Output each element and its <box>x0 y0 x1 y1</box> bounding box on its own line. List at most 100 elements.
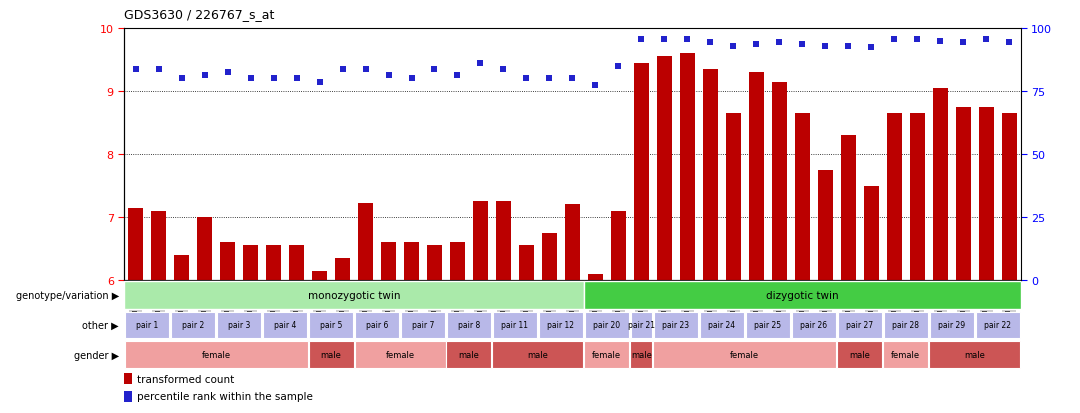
Text: pair 5: pair 5 <box>320 320 342 330</box>
Bar <box>584 342 630 368</box>
Bar <box>1001 114 1016 280</box>
Bar <box>289 246 305 280</box>
Text: dizygotic twin: dizygotic twin <box>766 290 838 300</box>
Bar <box>220 243 235 280</box>
Text: pair 8: pair 8 <box>458 320 481 330</box>
Bar <box>584 282 1021 309</box>
Bar <box>653 342 836 368</box>
Bar <box>565 205 580 280</box>
Point <box>541 76 558 83</box>
Point <box>311 79 328 85</box>
Bar <box>124 374 132 385</box>
Text: male: male <box>459 350 480 359</box>
Bar <box>496 202 511 280</box>
Point <box>242 76 259 83</box>
Bar <box>883 342 928 368</box>
Text: pair 21: pair 21 <box>627 320 654 330</box>
Point <box>839 43 856 50</box>
Text: pair 6: pair 6 <box>366 320 388 330</box>
Point <box>886 37 903 43</box>
Point <box>288 76 306 83</box>
Bar <box>631 342 652 368</box>
Point <box>586 82 604 89</box>
Text: transformed count: transformed count <box>137 374 234 384</box>
Bar <box>745 312 789 338</box>
Bar <box>631 312 652 338</box>
Point <box>495 66 512 73</box>
Point <box>702 39 719 46</box>
Point <box>932 38 949 45</box>
Bar <box>700 312 744 338</box>
Point <box>610 63 627 70</box>
Point <box>472 60 489 67</box>
Point <box>265 76 282 83</box>
Bar <box>634 64 649 280</box>
Bar <box>909 114 924 280</box>
Point <box>747 41 765 48</box>
Text: male: male <box>631 350 652 359</box>
Text: male: male <box>964 350 985 359</box>
Text: pair 26: pair 26 <box>800 320 827 330</box>
Bar <box>129 208 144 280</box>
Point <box>426 66 443 73</box>
Text: pair 29: pair 29 <box>939 320 966 330</box>
Point <box>678 37 696 43</box>
Bar <box>404 243 419 280</box>
Bar <box>542 233 557 280</box>
Bar <box>726 114 741 280</box>
Bar <box>703 70 718 280</box>
Bar <box>930 312 974 338</box>
Bar <box>956 107 971 280</box>
Bar <box>174 255 189 280</box>
Bar <box>818 171 833 280</box>
Bar <box>124 342 308 368</box>
Text: male: male <box>321 350 341 359</box>
Text: other ▶: other ▶ <box>82 320 119 330</box>
Text: genotype/variation ▶: genotype/variation ▶ <box>15 290 119 300</box>
Bar <box>446 342 491 368</box>
Bar <box>359 204 373 280</box>
Point <box>656 37 673 43</box>
Bar <box>838 312 881 338</box>
Bar <box>124 391 132 402</box>
Point <box>564 76 581 83</box>
Text: pair 20: pair 20 <box>593 320 620 330</box>
Text: male: male <box>849 350 870 359</box>
Bar <box>840 136 855 280</box>
Point <box>863 45 880 51</box>
Point <box>334 66 351 73</box>
Bar <box>266 246 281 280</box>
Bar <box>125 312 170 338</box>
Bar <box>748 73 764 280</box>
Bar <box>492 312 537 338</box>
Bar <box>929 342 1021 368</box>
Bar <box>354 342 446 368</box>
Text: pair 4: pair 4 <box>274 320 296 330</box>
Bar <box>792 312 836 338</box>
Text: pair 28: pair 28 <box>892 320 919 330</box>
Bar <box>588 274 603 280</box>
Text: monozygotic twin: monozygotic twin <box>308 290 401 300</box>
Text: pair 2: pair 2 <box>183 320 204 330</box>
Text: pair 25: pair 25 <box>754 320 781 330</box>
Point <box>633 37 650 43</box>
Point <box>219 70 237 76</box>
Bar <box>933 89 947 280</box>
Point <box>908 37 926 43</box>
Bar <box>401 312 445 338</box>
Bar <box>124 282 584 309</box>
Bar <box>198 218 212 280</box>
Bar <box>657 57 672 280</box>
Text: pair 11: pair 11 <box>501 320 528 330</box>
Bar <box>355 312 400 338</box>
Text: female: female <box>730 350 759 359</box>
Bar <box>772 82 786 280</box>
Point <box>380 73 397 79</box>
Text: male: male <box>527 350 549 359</box>
Text: percentile rank within the sample: percentile rank within the sample <box>137 392 312 401</box>
Point <box>195 73 213 79</box>
Text: GDS3630 / 226767_s_at: GDS3630 / 226767_s_at <box>124 8 274 21</box>
Bar <box>450 243 465 280</box>
Bar <box>217 312 261 338</box>
Point <box>517 76 535 83</box>
